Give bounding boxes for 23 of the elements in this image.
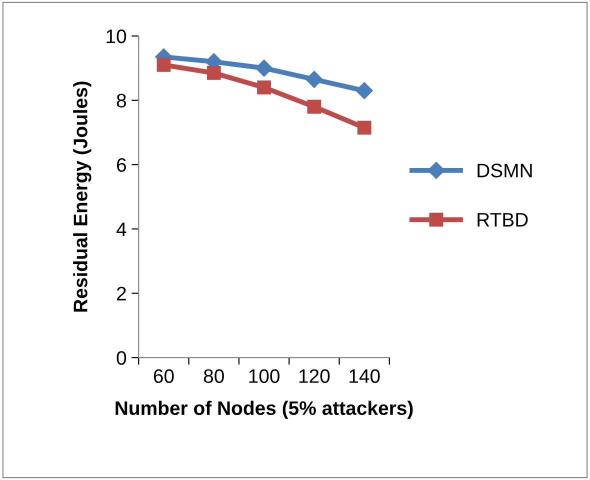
point [307,100,322,114]
legend-label: DSMN [478,164,532,178]
x-tick-label: 60 [154,369,174,383]
y-tick-label: 6 [117,158,126,172]
y-tick-label: 8 [116,94,126,108]
y-tick-label: 10 [106,29,126,44]
y-tick-label: 0 [116,351,126,365]
y-tick-label: 2 [117,286,126,300]
point [156,58,171,72]
point [356,82,373,100]
legend-label: RTBD [478,213,528,226]
x-tick-label: 140 [350,369,380,383]
point [357,120,372,135]
x-tick-label: 80 [204,369,224,383]
y-axis-title: Residual Energy (Joules) [73,82,92,312]
point [206,66,221,80]
point [306,70,323,88]
point [255,60,273,77]
x-tick-label: 100 [249,369,280,383]
x-tick-label: 120 [299,369,330,383]
x-axis-title: Number of Nodes (5% attackers) [116,400,413,419]
y-tick-label: 4 [116,222,126,236]
point [257,80,271,94]
